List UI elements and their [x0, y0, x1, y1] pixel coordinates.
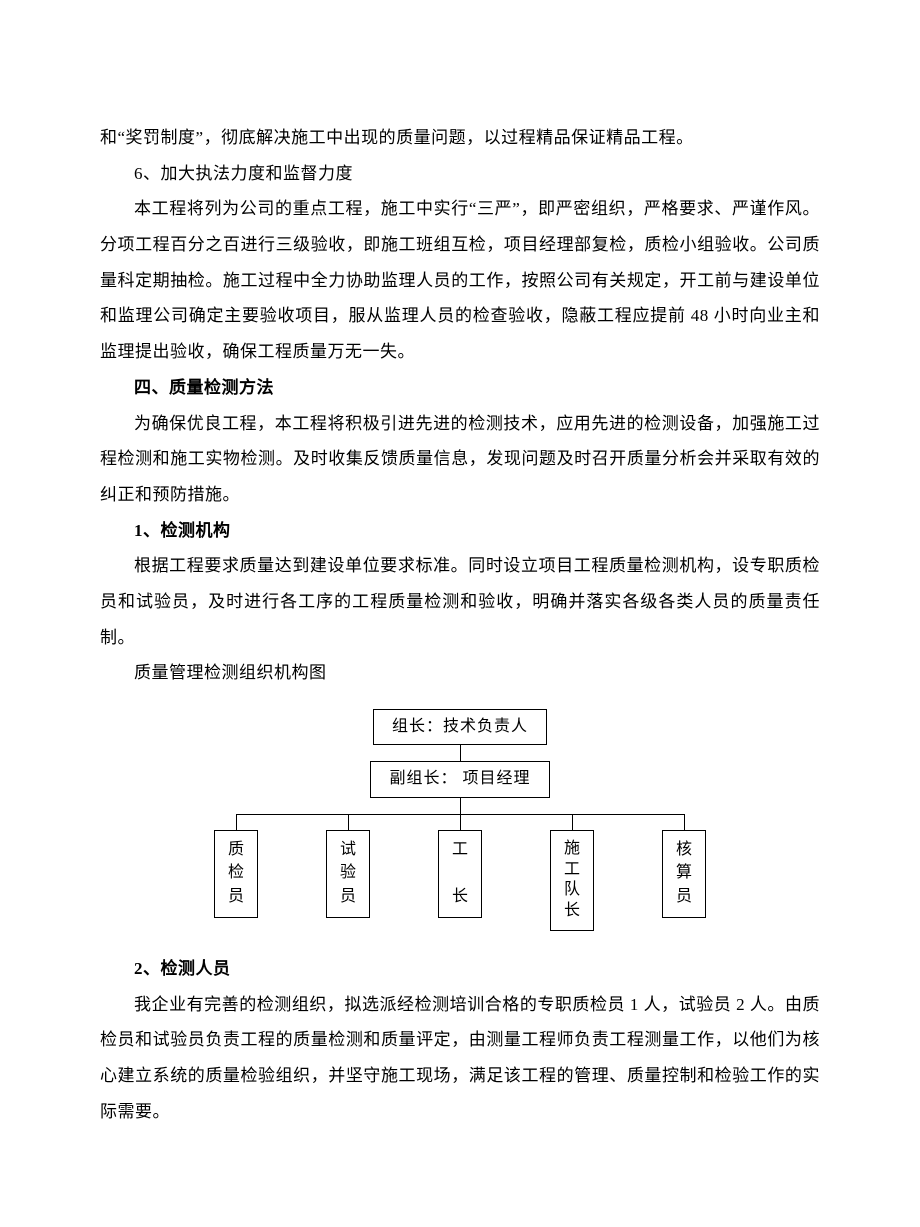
org-root-box: 组长：技术负责人 [373, 709, 547, 745]
paragraph-continuation: 和“奖罚制度”，彻底解决施工中出现的质量问题，以过程精品保证精品工程。 [100, 120, 820, 156]
org-leaf-col: 试验员 [292, 830, 404, 931]
org-vdrop [572, 814, 573, 830]
org-leaf-row: 质检员试验员工 长施工队长核算员 [180, 830, 740, 931]
org-leaf-char: 长 [452, 887, 468, 908]
org-leaf-col: 施工队长 [516, 830, 628, 931]
org-leaf-char: 检 [228, 863, 244, 884]
org-leaf-char [458, 863, 462, 884]
org-leaf-char: 工 [564, 860, 580, 881]
paragraph-chart-caption: 质量管理检测组织机构图 [100, 655, 820, 691]
heading-subsection-1: 1、检测机构 [100, 513, 820, 549]
org-vdrop [460, 814, 461, 830]
org-leaf-char: 质 [228, 840, 244, 861]
org-leaf-box: 施工队长 [550, 830, 594, 931]
org-leaf-char: 验 [340, 863, 356, 884]
org-leaf-col: 质检员 [180, 830, 292, 931]
org-leaf-char: 队 [564, 880, 580, 901]
heading-subsection-2: 2、检测人员 [100, 951, 820, 987]
org-connector [460, 798, 461, 814]
org-vdrop [236, 814, 237, 830]
org-leaf-char: 长 [564, 901, 580, 922]
org-leaf-char: 核 [676, 840, 692, 861]
paragraph-body: 我企业有完善的检测组织，拟选派经检测培训合格的专职质检员 1 人，试验员 2 人… [100, 987, 820, 1130]
org-leaf-char: 工 [452, 840, 468, 861]
org-leaf-col: 工 长 [404, 830, 516, 931]
paragraph-item-6: 6、加大执法力度和监督力度 [100, 156, 820, 192]
org-leaf-box: 质检员 [214, 830, 258, 918]
org-vdrop [348, 814, 349, 830]
org-leaf-char: 施 [564, 839, 580, 860]
org-leaf-char: 员 [340, 887, 356, 908]
org-leaf-box: 工 长 [438, 830, 482, 918]
paragraph-body: 本工程将列为公司的重点工程，施工中实行“三严”，即严密组织，严格要求、严谨作风。… [100, 191, 820, 369]
org-connector-area [180, 814, 740, 830]
org-sub-box: 副组长： 项目经理 [370, 761, 549, 797]
org-leaf-col: 核算员 [628, 830, 740, 931]
paragraph-body: 根据工程要求质量达到建设单位要求标准。同时设立项目工程质量检测机构，设专职质检员… [100, 548, 820, 655]
org-leaf-char: 员 [676, 887, 692, 908]
org-connector [460, 745, 461, 761]
org-leaf-char: 员 [228, 887, 244, 908]
org-chart: 组长：技术负责人 副组长： 项目经理 质检员试验员工 长施工队长核算员 [180, 709, 740, 931]
org-vdrop [684, 814, 685, 830]
paragraph-body: 为确保优良工程，本工程将积极引进先进的检测技术，应用先进的检测设备，加强施工过程… [100, 406, 820, 513]
org-leaf-char: 算 [676, 863, 692, 884]
org-leaf-char: 试 [340, 840, 356, 861]
document-page: 和“奖罚制度”，彻底解决施工中出现的质量问题，以过程精品保证精品工程。 6、加大… [0, 0, 920, 1227]
org-leaf-box: 试验员 [326, 830, 370, 918]
heading-section-4: 四、质量检测方法 [100, 370, 820, 406]
org-leaf-box: 核算员 [662, 830, 706, 918]
